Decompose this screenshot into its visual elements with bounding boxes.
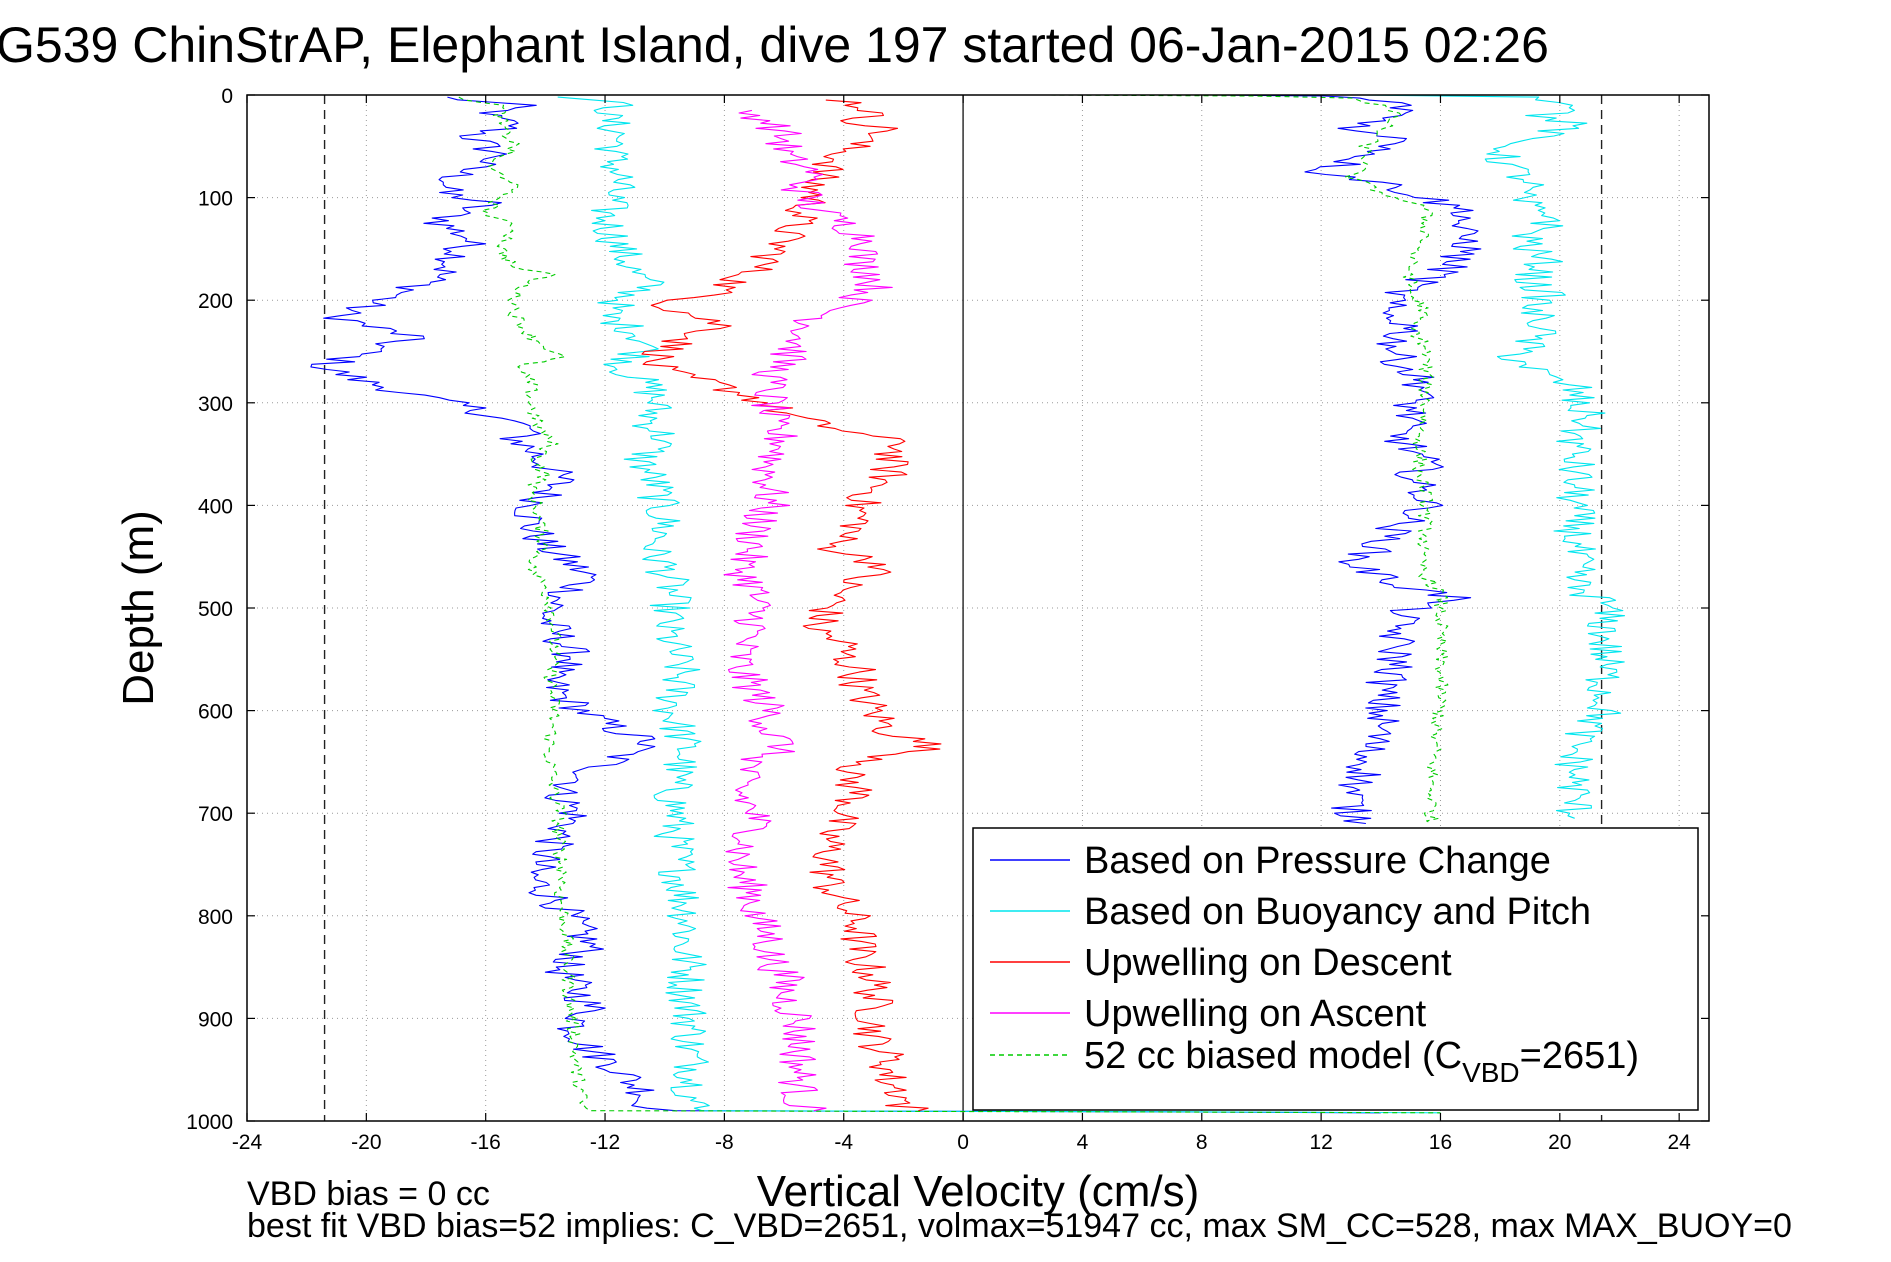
x-tick-label: 20 (1548, 1131, 1571, 1154)
series-line (1360, 94, 1626, 819)
y-tick-label: 0 (221, 85, 233, 108)
y-tick-label: 1000 (186, 1111, 233, 1134)
series-lines (310, 94, 1626, 1114)
x-tick-label: 4 (1077, 1131, 1089, 1154)
x-tick-label: -8 (715, 1131, 734, 1154)
y-tick-label: 500 (198, 598, 233, 621)
y-tick-label: 100 (198, 188, 233, 211)
y-tick-label: 300 (198, 393, 233, 416)
y-tick-label: 900 (198, 1008, 233, 1031)
legend-label: Based on Buoyancy and Pitch (1084, 891, 1591, 933)
x-tick-label: -16 (471, 1131, 501, 1154)
x-tick-label: 0 (957, 1131, 969, 1154)
y-tick-label: 600 (198, 701, 233, 724)
y-tick-label: 200 (198, 290, 233, 313)
x-axis-ticks: -24 -20 -16 -12 -8 -4 0 4 8 12 16 20 24 (232, 95, 1691, 1154)
series-line (723, 109, 893, 1112)
legend-label: Upwelling on Descent (1084, 942, 1452, 984)
x-tick-label: 16 (1429, 1131, 1452, 1154)
y-axis-ticks: 0 100 200 300 400 500 600 700 800 900 1000 (186, 85, 1709, 1134)
x-axis-label: Vertical Velocity (cm/s) (757, 1167, 1200, 1216)
series-line (310, 96, 1381, 1114)
series-line (557, 96, 1441, 1114)
x-tick-label: -24 (232, 1131, 263, 1154)
legend: Based on Pressure Change Based on Buoyanc… (972, 827, 1699, 1111)
y-tick-label: 400 (198, 495, 233, 518)
chart-title: G539 ChinStrAP, Elephant Island, dive 19… (0, 17, 1549, 73)
x-tick-label: 8 (1196, 1131, 1208, 1154)
y-tick-label: 700 (198, 803, 233, 826)
best-fit-note: best fit VBD bias=52 implies: C_VBD=2651… (247, 1207, 1792, 1245)
vbd-bias-note: VBD bias = 0 cc (247, 1175, 490, 1213)
series-line (641, 99, 942, 1112)
legend-box (972, 827, 1699, 1111)
legend-label: Upwelling on Ascent (1084, 993, 1427, 1035)
x-tick-label: 12 (1309, 1131, 1332, 1154)
x-tick-label: -20 (351, 1131, 381, 1154)
x-tick-label: -4 (834, 1131, 853, 1154)
legend-label: Based on Pressure Change (1084, 840, 1551, 882)
series-line (957, 94, 1482, 825)
x-tick-label: -12 (590, 1131, 620, 1154)
legend-label: 52 cc biased model (CVBD=2651) (1084, 1035, 1639, 1088)
series-line (1050, 94, 1449, 824)
y-tick-label: 800 (198, 906, 233, 929)
x-tick-label: 24 (1667, 1131, 1691, 1154)
series-line (458, 96, 1441, 1114)
y-axis-label: Depth (m) (114, 510, 163, 706)
